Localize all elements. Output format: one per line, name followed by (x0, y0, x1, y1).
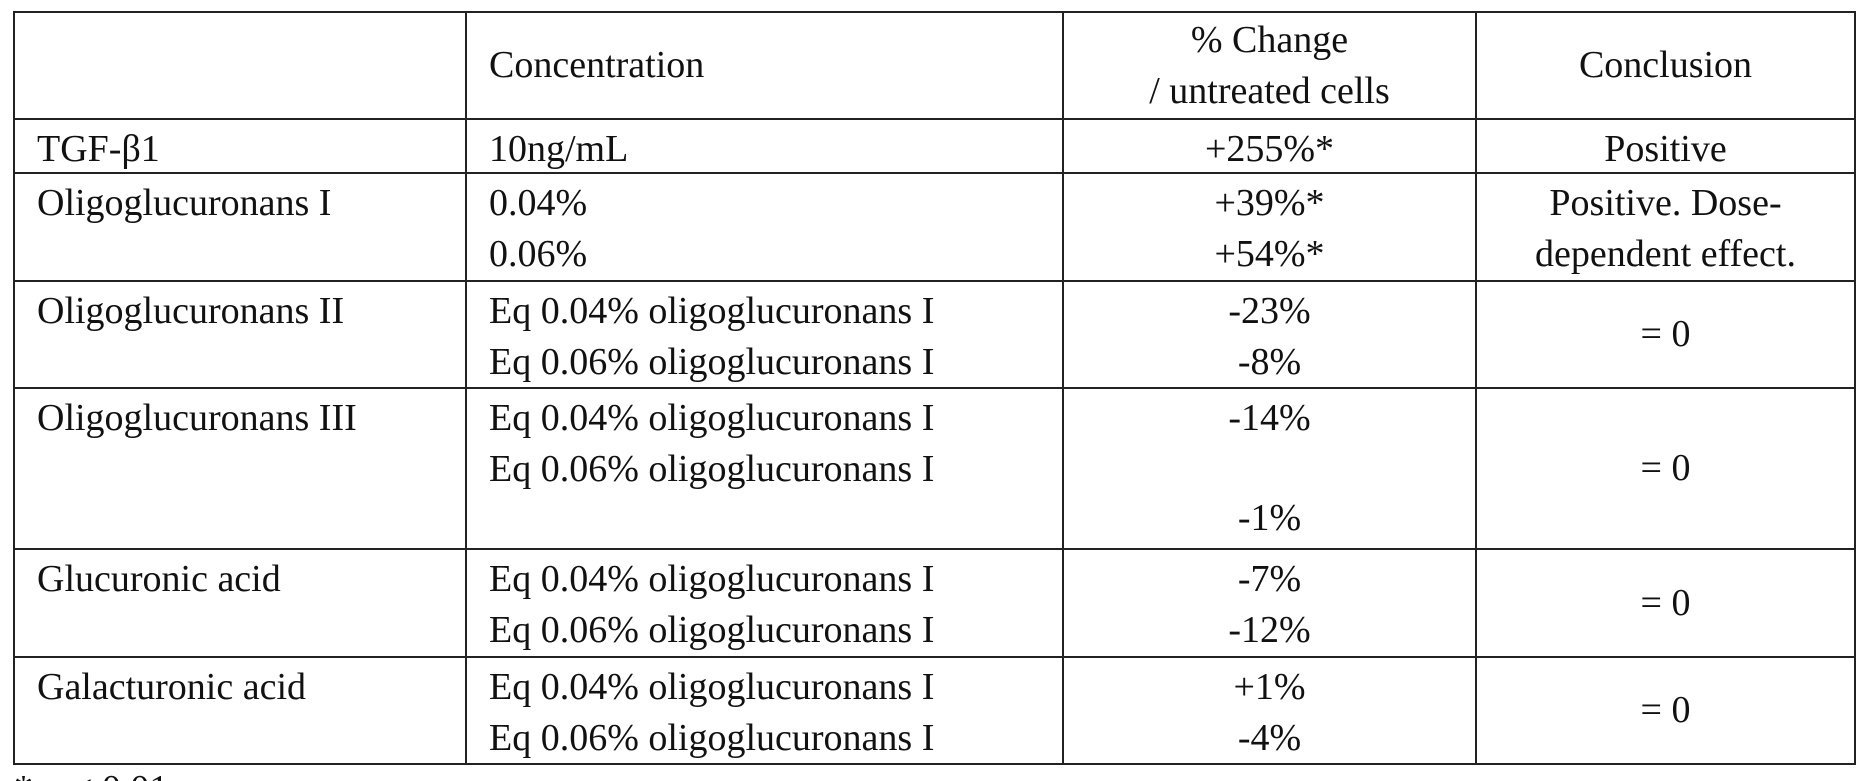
cell-text: Positive. Dose- (1549, 178, 1781, 229)
table-cell: TGF-β1 (13, 118, 467, 174)
cell-text: 0.06% (489, 229, 587, 280)
cell-text: Oligoglucuronans III (37, 393, 357, 444)
cell-text: / untreated cells (1149, 66, 1390, 117)
cell-text: Eq 0.06% oligoglucuronans I (489, 337, 934, 388)
cell-text: Oligoglucuronans I (37, 178, 331, 229)
table-cell (13, 11, 467, 120)
table-cell: 0.04%0.06% (465, 172, 1064, 282)
table-cell: = 0 (1475, 280, 1856, 389)
cell-text: dependent effect. (1535, 229, 1796, 280)
table-cell: 10ng/mL (465, 118, 1064, 174)
table-cell: +1%-4% (1062, 656, 1477, 765)
cell-text: +54%* (1214, 229, 1324, 280)
cell-text: -12% (1228, 605, 1310, 656)
cell-text: +1% (1233, 662, 1305, 713)
table-cell: Conclusion (1475, 11, 1856, 120)
cell-text: Oligoglucuronans II (37, 286, 344, 337)
cell-text: Positive (1604, 124, 1726, 175)
cell-text: +39%* (1214, 178, 1324, 229)
table-cell: Eq 0.04% oligoglucuronans IEq 0.06% olig… (465, 387, 1064, 550)
table-cell: Oligoglucuronans II (13, 280, 467, 389)
table-cell: Oligoglucuronans I (13, 172, 467, 282)
cell-text: -7% (1238, 554, 1301, 605)
cell-text: -8% (1238, 337, 1301, 388)
cell-text: Eq 0.06% oligoglucuronans I (489, 605, 934, 656)
table-cell: Eq 0.04% oligoglucuronans IEq 0.06% olig… (465, 656, 1064, 765)
cell-text: Eq 0.06% oligoglucuronans I (489, 713, 934, 764)
table-cell: +39%*+54%* (1062, 172, 1477, 282)
table-cell: +255%* (1062, 118, 1477, 174)
table-cell: = 0 (1475, 387, 1856, 550)
table-cell: Eq 0.04% oligoglucuronans IEq 0.06% olig… (465, 548, 1064, 658)
cell-text: Eq 0.04% oligoglucuronans I (489, 662, 934, 713)
cell-text: Eq 0.06% oligoglucuronans I (489, 444, 934, 495)
cell-text: = 0 (1641, 443, 1691, 494)
table-cell: = 0 (1475, 548, 1856, 658)
cell-text: Conclusion (1579, 40, 1752, 91)
cell-text: -1% (1238, 493, 1301, 544)
table-cell: Positive (1475, 118, 1856, 174)
cell-text: Eq 0.04% oligoglucuronans I (489, 286, 934, 337)
cell-text: Galacturonic acid (37, 662, 306, 713)
cell-text: = 0 (1641, 685, 1691, 736)
cell-text: Glucuronic acid (37, 554, 281, 605)
table-cell: Concentration (465, 11, 1064, 120)
table-cell: -7%-12% (1062, 548, 1477, 658)
cell-text: Eq 0.04% oligoglucuronans I (489, 554, 934, 605)
cell-text: % Change (1191, 15, 1348, 66)
table-cell: = 0 (1475, 656, 1856, 765)
cell-text: Concentration (489, 40, 704, 91)
cell-text: +255%* (1205, 124, 1334, 175)
footnote: * p < 0.01 (14, 764, 168, 781)
cell-text: Eq 0.04% oligoglucuronans I (489, 393, 934, 444)
table-cell: Glucuronic acid (13, 548, 467, 658)
cell-text: = 0 (1641, 309, 1691, 360)
cell-text: 0.04% (489, 178, 587, 229)
cell-text: -4% (1238, 713, 1301, 764)
table-cell: -14% -1% (1062, 387, 1477, 550)
table-cell: Positive. Dose-dependent effect. (1475, 172, 1856, 282)
table-cell: -23%-8% (1062, 280, 1477, 389)
table-cell: % Change/ untreated cells (1062, 11, 1477, 120)
cell-text: 10ng/mL (489, 124, 628, 175)
cell-text: -23% (1228, 286, 1310, 337)
table-cell: Oligoglucuronans III (13, 387, 467, 550)
cell-text: -14% (1228, 393, 1310, 444)
cell-text: TGF-β1 (37, 124, 160, 175)
cell-text: = 0 (1641, 578, 1691, 629)
table-cell: Galacturonic acid (13, 656, 467, 765)
table-cell: Eq 0.04% oligoglucuronans IEq 0.06% olig… (465, 280, 1064, 389)
